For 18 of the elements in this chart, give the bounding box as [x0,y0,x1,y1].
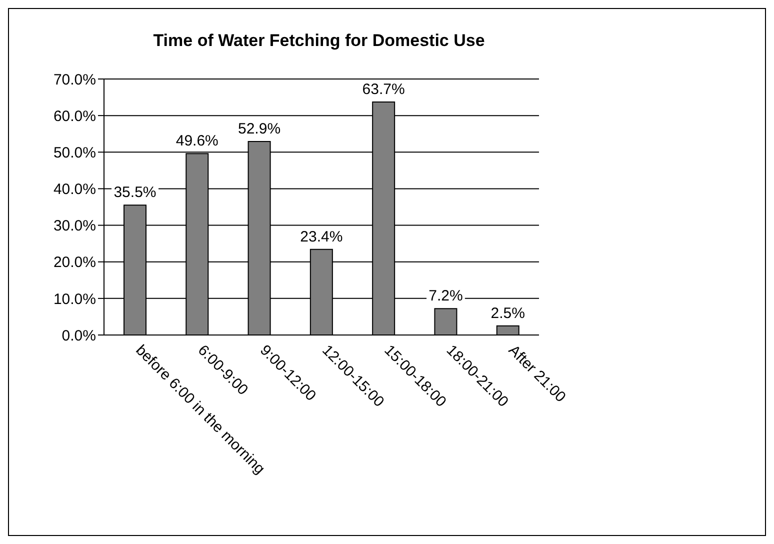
y-tick-label: 60.0% [53,108,96,125]
y-tick-label: 70.0% [53,71,96,88]
bar [434,308,458,335]
chart-title: Time of Water Fetching for Domestic Use [152,31,486,51]
data-label: 63.7% [362,81,405,98]
y-tick-label: 50.0% [53,144,96,162]
y-tick-label: 30.0% [53,218,96,235]
data-label: 35.5% [114,184,156,202]
y-tick-label: 20.0% [53,254,96,272]
data-label: 23.4% [300,228,343,246]
y-tick-label: 40.0% [53,181,96,198]
data-label: 2.5% [490,304,525,322]
data-label: 7.2% [428,288,463,305]
data-label: 49.6% [176,132,218,150]
y-tick-label: 10.0% [53,290,96,308]
bar [496,325,520,335]
y-tick-label: 0.0% [62,327,96,344]
data-label: 52.9% [238,120,281,138]
